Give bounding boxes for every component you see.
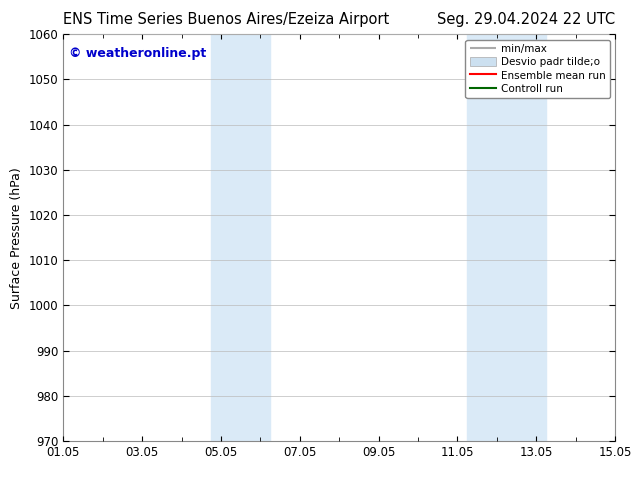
Bar [467, 34, 546, 441]
Y-axis label: Surface Pressure (hPa): Surface Pressure (hPa) [10, 167, 23, 309]
Bar [211, 34, 270, 441]
Text: © weatheronline.pt: © weatheronline.pt [69, 47, 206, 59]
Legend: min/max, Desvio padr tilde;o, Ensemble mean run, Controll run: min/max, Desvio padr tilde;o, Ensemble m… [465, 40, 610, 98]
Text: Seg. 29.04.2024 22 UTC: Seg. 29.04.2024 22 UTC [437, 12, 615, 27]
Text: ENS Time Series Buenos Aires/Ezeiza Airport: ENS Time Series Buenos Aires/Ezeiza Airp… [63, 12, 390, 27]
